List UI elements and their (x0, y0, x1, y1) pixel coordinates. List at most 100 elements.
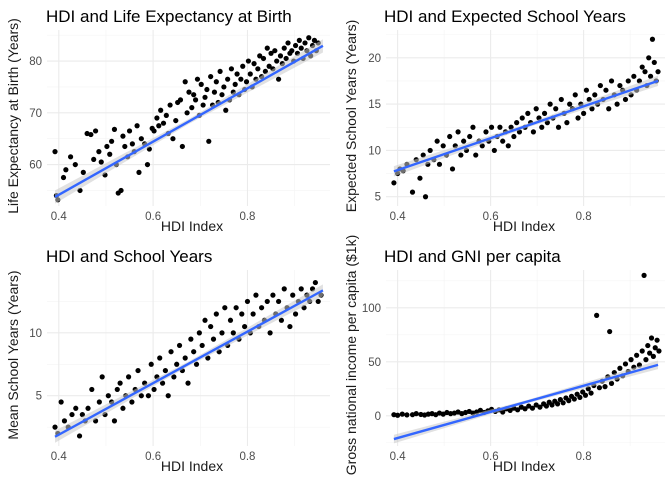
panel-4-data-point (399, 411, 405, 417)
panel-1-data-point (194, 76, 201, 82)
panel-2-data-point (488, 124, 495, 130)
panel-3-data-point (233, 305, 239, 311)
panel-3-title: HDI and School Years (46, 247, 212, 266)
panel-2-data-point (631, 73, 637, 79)
panel-3-data-point (145, 393, 152, 399)
panel-3-data-point (58, 399, 64, 405)
panel-3-x-tick-label: 0.8 (239, 451, 255, 463)
panel-1-data-point (92, 128, 99, 134)
panel-3-data-point (259, 305, 265, 311)
panel-3-data-point (278, 317, 285, 323)
panel-3-data-point (193, 361, 200, 367)
panel-2-data-point (525, 110, 531, 116)
panel-1-xlabel: HDI Index (161, 218, 223, 234)
panel-1-y-tick-label: 70 (29, 108, 42, 120)
panel-2-data-point (649, 36, 656, 42)
panel-2-data-point (427, 147, 433, 154)
panel-1-data-point (186, 89, 192, 95)
panel-1-data-point (257, 53, 263, 59)
panel-1-data-point (264, 45, 270, 51)
panel-2-data-point (483, 129, 489, 135)
panel-3-data-point (111, 418, 118, 424)
panel-1-data-point (296, 37, 302, 43)
panel-2-data-point (434, 138, 440, 144)
panel-3-data-point (176, 342, 183, 349)
panel-1-data-point (245, 58, 252, 64)
panel-1-data-point (289, 48, 295, 54)
panel-2-data-point (603, 87, 609, 93)
panel-life-expectancy: HDI and Life Expectancy at Birth Life Ex… (5, 7, 330, 234)
panel-1-data-point (208, 73, 214, 80)
panel-1-data-point (266, 63, 272, 69)
panel-expected-school: HDI and Expected School Years Expected S… (343, 7, 665, 234)
panel-2-points (391, 36, 661, 200)
panel-1-data-point (173, 117, 179, 124)
panel-3-data-point (114, 386, 120, 393)
panel-1-data-point (167, 102, 173, 108)
panel-1-data-point (255, 66, 261, 72)
panel-1-data-point (202, 94, 208, 100)
panel-1-data-point (302, 40, 308, 46)
panel-2-data-point (455, 129, 461, 135)
panel-4-data-point (588, 390, 594, 396)
panel-4-data-point (645, 342, 651, 349)
panel-2-x-tick-label: 0.4 (390, 211, 407, 223)
panel-3-data-point (196, 330, 202, 336)
panel-1-data-point (138, 136, 144, 142)
panel-3-data-point (182, 355, 188, 361)
panel-2-grid (386, 30, 665, 206)
panel-3-data-point (151, 386, 157, 393)
panel-4-data-point (577, 394, 583, 401)
panel-3-data-point (148, 361, 154, 367)
panel-4-data-point (395, 412, 401, 418)
panel-2-data-point (500, 138, 506, 144)
panel-3-data-point (222, 305, 228, 311)
panel-4-xlabel: HDI Index (493, 458, 555, 474)
panel-2-data-point (409, 189, 416, 195)
panel-3-data-point (61, 418, 68, 424)
panel-1-data-point (111, 126, 118, 132)
panel-2-data-point (617, 82, 623, 89)
panel-4-data-point (594, 312, 600, 318)
panel-1-data-point (268, 50, 274, 56)
panel-3-data-point (117, 380, 123, 386)
panel-1-data-point (234, 71, 240, 77)
panel-4-data-point (514, 407, 521, 413)
panel-2-data-point (447, 133, 453, 140)
panel-4-data-point (522, 406, 528, 412)
panel-2-data-point (597, 82, 603, 89)
panel-2-regression-line (393, 79, 659, 173)
panel-3-data-point (129, 399, 135, 405)
panel-3-data-point (290, 292, 296, 298)
panel-1-x-tick-label: 0.6 (145, 211, 161, 223)
panel-3-data-point (125, 374, 132, 380)
panel-1-x-tick-label: 0.4 (51, 211, 68, 223)
panel-1-data-point (240, 63, 246, 69)
panel-2-data-point (539, 124, 545, 130)
panel-1-data-point (260, 55, 267, 62)
panel-4-data-point (628, 357, 634, 363)
panel-3-data-point (85, 405, 91, 411)
panel-2-data-point (436, 161, 443, 167)
panel-3-data-point (208, 323, 214, 330)
panel-4-data-point (643, 357, 649, 363)
panel-3-data-point (165, 393, 171, 399)
panel-3-data-point (315, 298, 321, 305)
panel-2-x-tick-label: 0.8 (576, 211, 592, 223)
panel-3-data-point (135, 367, 141, 374)
panel-3-data-point (281, 286, 287, 292)
panel-1-data-point (60, 174, 67, 181)
panel-4-data-point (566, 398, 572, 404)
panel-1-data-point (67, 154, 74, 160)
panel-4-data-point (607, 328, 613, 335)
panel-2-data-point (422, 194, 429, 200)
panel-2-y-tick-label: 10 (368, 145, 381, 157)
panel-1-data-point (144, 161, 151, 168)
panel-4-ylabel: Gross national income per capita ($1k) (343, 235, 359, 475)
panel-1-data-point (277, 53, 284, 59)
panel-1-data-point (285, 40, 291, 46)
panel-4-data-point (404, 412, 410, 418)
panel-4-x-tick-label: 0.4 (390, 451, 407, 463)
panel-3-x-tick-label: 0.6 (145, 451, 161, 463)
panel-1-data-point (281, 45, 287, 51)
